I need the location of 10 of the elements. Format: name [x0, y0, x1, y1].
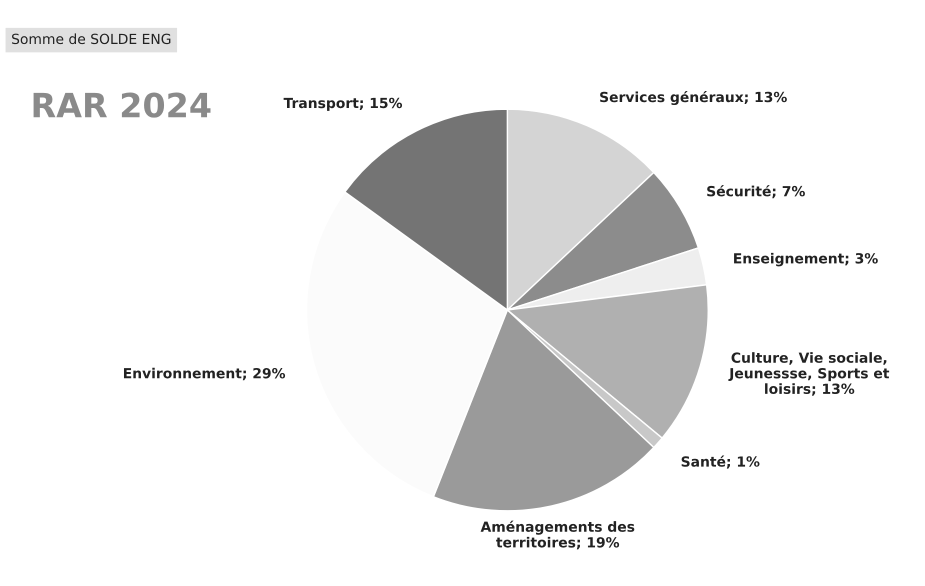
slice-label: Enseignement; 3% — [734, 252, 878, 266]
chart-title: RAR 2024 — [34, 92, 211, 118]
slice-label: Aménagements des territoires; 19% — [480, 520, 634, 550]
slice-label: Environnement; 29% — [124, 368, 286, 380]
slice-label: Transport; 15% — [284, 98, 402, 111]
slice-label: Services généraux; 13% — [600, 90, 787, 106]
slice-label: Sécurité; 7% — [707, 185, 805, 198]
slice-label: Santé; 1% — [682, 455, 760, 469]
text: Somme de SOLDE ENG — [12, 33, 170, 44]
slice-label: Culture, Vie sociale, Jeunessse, Sports et loisirs; 13% — [728, 352, 890, 396]
